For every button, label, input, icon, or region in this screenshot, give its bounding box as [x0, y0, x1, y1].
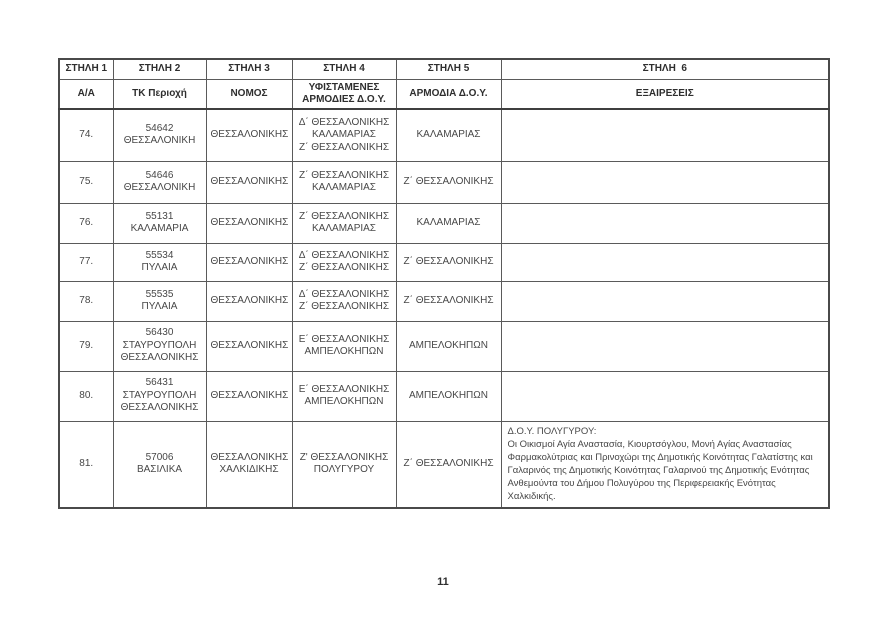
table-row-76: 76. 55131 ΚΑΛΑΜΑΡΙΑ ΘΕΣΣΑΛΟΝΙΚΗΣ Ζ΄ ΘΕΣΣ… — [58, 202, 830, 244]
cell-nomos: ΘΕΣΣΑΛΟΝΙΚΗΣ — [205, 160, 293, 204]
cell-exceptions — [500, 280, 830, 322]
cell-competent-doy: ΑΜΠΕΛΟΚΗΠΩΝ — [395, 320, 502, 372]
header-existing-doy: ΥΦΙΣΤΑΜΕΝΕΣ ΑΡΜΟΔΙΕΣ Δ.Ο.Υ. — [291, 78, 397, 110]
cell-existing-doy: Ζ΄ ΘΕΣΣΑΛΟΝΙΚΗΣ ΚΑΛΑΜΑΡΙΑΣ — [291, 160, 397, 204]
header-exceptions: ΕΞΑΙΡΕΣΕΙΣ — [500, 78, 830, 110]
cell-exceptions — [500, 320, 830, 372]
cell-exceptions — [500, 202, 830, 244]
table-row-78: 78. 55535 ΠΥΛΑΙΑ ΘΕΣΣΑΛΟΝΙΚΗΣ Δ΄ ΘΕΣΣΑΛΟ… — [58, 280, 830, 322]
header-stili-5: ΣΤΗΛΗ 5 — [395, 58, 502, 80]
cell-existing-doy: Ε΄ ΘΕΣΣΑΛΟΝΙΚΗΣ ΑΜΠΕΛΟΚΗΠΩΝ — [291, 370, 397, 422]
cell-existing-doy: Δ΄ ΘΕΣΣΑΛΟΝΙΚΗΣ ΚΑΛΑΜΑΡΙΑΣ Ζ΄ ΘΕΣΣΑΛΟΝΙΚ… — [291, 108, 397, 162]
cell-existing-doy: Δ΄ ΘΕΣΣΑΛΟΝΙΚΗΣ Ζ΄ ΘΕΣΣΑΛΟΝΙΚΗΣ — [291, 280, 397, 322]
cell-competent-doy: Ζ΄ ΘΕΣΣΑΛΟΝΙΚΗΣ — [395, 280, 502, 322]
cell-nomos: ΘΕΣΣΑΛΟΝΙΚΗΣ — [205, 242, 293, 282]
cell-aa: 78. — [58, 280, 114, 322]
cell-exceptions — [500, 108, 830, 162]
cell-exceptions — [500, 242, 830, 282]
cell-tk: 57006 ΒΑΣΙΛΙΚΑ — [112, 420, 207, 509]
cell-competent-doy: Ζ΄ ΘΕΣΣΑΛΟΝΙΚΗΣ — [395, 160, 502, 204]
cell-nomos: ΘΕΣΣΑΛΟΝΙΚΗΣ — [205, 320, 293, 372]
cell-nomos: ΘΕΣΣΑΛΟΝΙΚΗΣ — [205, 370, 293, 422]
cell-nomos: ΘΕΣΣΑΛΟΝΙΚΗΣ — [205, 202, 293, 244]
cell-nomos: ΘΕΣΣΑΛΟΝΙΚΗΣ — [205, 280, 293, 322]
cell-exceptions — [500, 370, 830, 422]
cell-aa: 74. — [58, 108, 114, 162]
cell-competent-doy: ΚΑΛΑΜΑΡΙΑΣ — [395, 202, 502, 244]
table-row-77: 77. 55534 ΠΥΛΑΙΑ ΘΕΣΣΑΛΟΝΙΚΗΣ Δ΄ ΘΕΣΣΑΛΟ… — [58, 242, 830, 282]
doy-table: ΣΤΗΛΗ 1 ΣΤΗΛΗ 2 ΣΤΗΛΗ 3 ΣΤΗΛΗ 4 ΣΤΗΛΗ 5 … — [58, 58, 830, 509]
cell-competent-doy: Ζ΄ ΘΕΣΣΑΛΟΝΙΚΗΣ — [395, 242, 502, 282]
header-competent-doy: ΑΡΜΟΔΙΑ Δ.Ο.Υ. — [395, 78, 502, 110]
header-stili-2: ΣΤΗΛΗ 2 — [112, 58, 207, 80]
cell-aa: 75. — [58, 160, 114, 204]
header-stili-6: ΣΤΗΛΗ 6 — [500, 58, 830, 80]
cell-aa: 79. — [58, 320, 114, 372]
table-header: ΣΤΗΛΗ 1 ΣΤΗΛΗ 2 ΣΤΗΛΗ 3 ΣΤΗΛΗ 4 ΣΤΗΛΗ 5 … — [58, 58, 830, 110]
cell-existing-doy: Ζ΄ ΘΕΣΣΑΛΟΝΙΚΗΣ ΚΑΛΑΜΑΡΙΑΣ — [291, 202, 397, 244]
table-body: 74. 54642 ΘΕΣΣΑΛΟΝΙΚΗ ΘΕΣΣΑΛΟΝΙΚΗΣ Δ΄ ΘΕ… — [58, 108, 830, 509]
table-row-79: 79. 56430 ΣΤΑΥΡΟΥΠΟΛΗ ΘΕΣΣΑΛΟΝΙΚΗΣ ΘΕΣΣΑ… — [58, 320, 830, 372]
cell-tk: 56431 ΣΤΑΥΡΟΥΠΟΛΗ ΘΕΣΣΑΛΟΝΙΚΗΣ — [112, 370, 207, 422]
table-row-80: 80. 56431 ΣΤΑΥΡΟΥΠΟΛΗ ΘΕΣΣΑΛΟΝΙΚΗΣ ΘΕΣΣΑ… — [58, 370, 830, 422]
table-row-75: 75. 54646 ΘΕΣΣΑΛΟΝΙΚΗ ΘΕΣΣΑΛΟΝΙΚΗΣ Ζ΄ ΘΕ… — [58, 160, 830, 204]
cell-competent-doy: ΑΜΠΕΛΟΚΗΠΩΝ — [395, 370, 502, 422]
cell-competent-doy: ΚΑΛΑΜΑΡΙΑΣ — [395, 108, 502, 162]
column-label-header-row: Α/Α ΤΚ Περιοχή ΝΟΜΟΣ ΥΦΙΣΤΑΜΕΝΕΣ ΑΡΜΟΔΙΕ… — [58, 78, 830, 110]
header-nomos: ΝΟΜΟΣ — [205, 78, 293, 110]
cell-aa: 81. — [58, 420, 114, 509]
header-aa: Α/Α — [58, 78, 114, 110]
cell-aa: 80. — [58, 370, 114, 422]
cell-nomos: ΘΕΣΣΑΛΟΝΙΚΗΣ — [205, 108, 293, 162]
cell-existing-doy: Ζ' ΘΕΣΣΑΛΟΝΙΚΗΣ ΠΟΛΥΓΥΡΟΥ — [291, 420, 397, 509]
header-stili-4: ΣΤΗΛΗ 4 — [291, 58, 397, 80]
page-number: 11 — [437, 576, 449, 588]
column-number-header-row: ΣΤΗΛΗ 1 ΣΤΗΛΗ 2 ΣΤΗΛΗ 3 ΣΤΗΛΗ 4 ΣΤΗΛΗ 5 … — [58, 58, 830, 80]
cell-tk: 55131 ΚΑΛΑΜΑΡΙΑ — [112, 202, 207, 244]
cell-tk: 54646 ΘΕΣΣΑΛΟΝΙΚΗ — [112, 160, 207, 204]
header-stili-1: ΣΤΗΛΗ 1 — [58, 58, 114, 80]
cell-exceptions: Δ.Ο.Υ. ΠΟΛΥΓΥΡΟΥ: Οι Οικισμοί Αγία Αναστ… — [500, 420, 830, 509]
cell-existing-doy: Ε΄ ΘΕΣΣΑΛΟΝΙΚΗΣ ΑΜΠΕΛΟΚΗΠΩΝ — [291, 320, 397, 372]
cell-competent-doy: Ζ΄ ΘΕΣΣΑΛΟΝΙΚΗΣ — [395, 420, 502, 509]
table-row-81: 81. 57006 ΒΑΣΙΛΙΚΑ ΘΕΣΣΑΛΟΝΙΚΗΣ ΧΑΛΚΙΔΙΚ… — [58, 420, 830, 509]
cell-tk: 54642 ΘΕΣΣΑΛΟΝΙΚΗ — [112, 108, 207, 162]
header-stili-3: ΣΤΗΛΗ 3 — [205, 58, 293, 80]
cell-aa: 77. — [58, 242, 114, 282]
cell-tk: 55534 ΠΥΛΑΙΑ — [112, 242, 207, 282]
table-row-74: 74. 54642 ΘΕΣΣΑΛΟΝΙΚΗ ΘΕΣΣΑΛΟΝΙΚΗΣ Δ΄ ΘΕ… — [58, 108, 830, 162]
cell-aa: 76. — [58, 202, 114, 244]
cell-tk: 55535 ΠΥΛΑΙΑ — [112, 280, 207, 322]
cell-tk: 56430 ΣΤΑΥΡΟΥΠΟΛΗ ΘΕΣΣΑΛΟΝΙΚΗΣ — [112, 320, 207, 372]
doy-table-container: ΣΤΗΛΗ 1 ΣΤΗΛΗ 2 ΣΤΗΛΗ 3 ΣΤΗΛΗ 4 ΣΤΗΛΗ 5 … — [58, 58, 830, 509]
cell-exceptions — [500, 160, 830, 204]
cell-nomos: ΘΕΣΣΑΛΟΝΙΚΗΣ ΧΑΛΚΙΔΙΚΗΣ — [205, 420, 293, 509]
cell-existing-doy: Δ΄ ΘΕΣΣΑΛΟΝΙΚΗΣ Ζ΄ ΘΕΣΣΑΛΟΝΙΚΗΣ — [291, 242, 397, 282]
header-tk-periochi: ΤΚ Περιοχή — [112, 78, 207, 110]
